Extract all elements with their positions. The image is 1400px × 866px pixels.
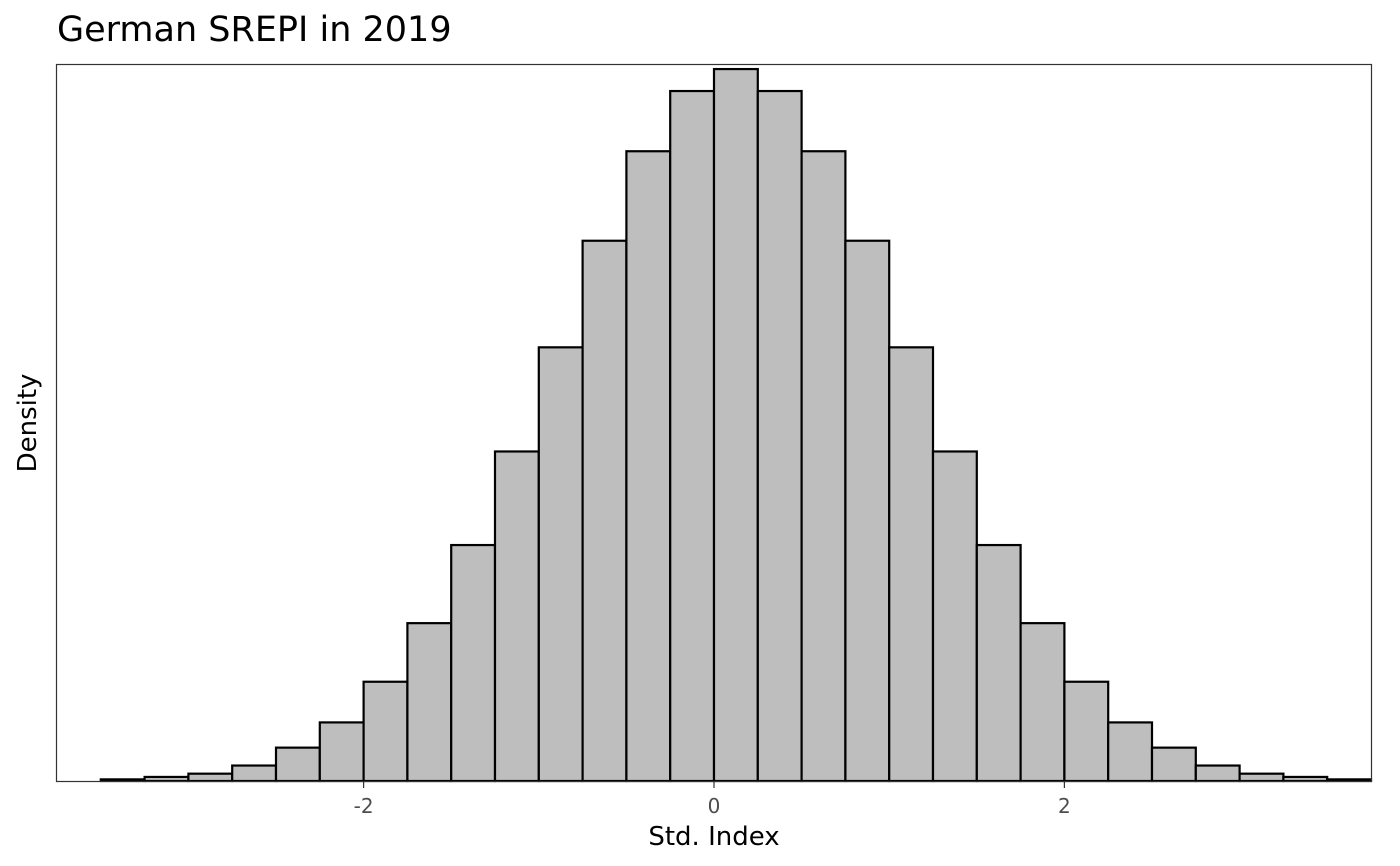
histogram-bar xyxy=(274,746,321,783)
histogram-bar xyxy=(844,239,891,783)
bars-layer xyxy=(99,67,1373,783)
x-axis: -2 0 2 xyxy=(354,781,1071,818)
histogram-bar xyxy=(143,775,190,783)
histogram-bar xyxy=(1107,721,1154,783)
histogram-bar xyxy=(231,764,278,783)
histogram-bar xyxy=(537,346,584,783)
x-tick-label: 2 xyxy=(1058,794,1071,818)
histogram-bar xyxy=(1150,746,1197,783)
chart-title: German SREPI in 2019 xyxy=(57,10,452,50)
x-tick-label: -2 xyxy=(354,794,374,818)
x-axis-title: Std. Index xyxy=(648,822,779,852)
histogram-bar xyxy=(1238,772,1285,783)
histogram-bar xyxy=(581,239,628,783)
histogram-bar xyxy=(1282,775,1329,783)
histogram-bar xyxy=(800,150,847,783)
histogram-bar xyxy=(756,89,803,783)
histogram-bar xyxy=(712,67,759,783)
histogram-bar xyxy=(187,772,234,783)
histogram-bar xyxy=(362,680,409,783)
histogram-bar xyxy=(1194,764,1241,783)
histogram-bar xyxy=(975,543,1022,783)
histogram-bar xyxy=(99,778,146,783)
histogram-bar xyxy=(1063,680,1110,783)
histogram-bar xyxy=(318,721,365,783)
histogram-bar xyxy=(493,450,540,783)
histogram-bar xyxy=(406,622,453,783)
histogram-bar xyxy=(450,543,497,783)
histogram-bar xyxy=(888,346,935,783)
x-tick-label: 0 xyxy=(708,794,721,818)
y-axis-title: Density xyxy=(13,374,43,473)
histogram-bar xyxy=(1326,778,1373,783)
histogram-bar xyxy=(669,89,716,783)
histogram-bar xyxy=(931,450,978,783)
histogram-bar xyxy=(625,150,672,783)
histogram-bar xyxy=(1019,622,1066,783)
